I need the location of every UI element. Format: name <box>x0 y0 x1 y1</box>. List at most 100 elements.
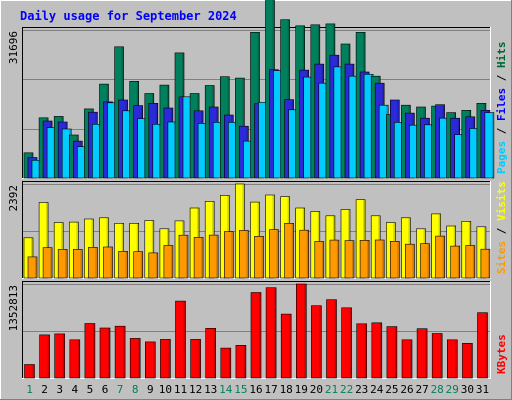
x-tick-label-day-28: 28 <box>431 383 444 396</box>
legend-label-hits: Hits <box>495 42 508 69</box>
bar-shade-sites-day-22 <box>352 240 354 278</box>
bar-kbytes-day-25 <box>386 326 398 379</box>
bar-kbytes-day-18 <box>280 313 292 379</box>
bar-sites-day-5 <box>88 247 98 279</box>
bar-shade-kbytes-day-28 <box>440 333 443 378</box>
bar-shade-sites-day-23 <box>367 240 370 278</box>
bar-shade-sites-day-8 <box>140 251 143 278</box>
bar-shade-kbytes-day-24 <box>379 322 382 378</box>
x-tick-label-day-29: 29 <box>446 383 459 396</box>
bar-shade-visits-day-2 <box>46 202 49 278</box>
bar-kbytes-day-19 <box>295 283 307 379</box>
bar-kbytes-day-4 <box>69 339 81 379</box>
bar-sites-day-14 <box>224 231 234 279</box>
bar-shade-sites-day-25 <box>397 241 400 278</box>
bar-shade-kbytes-day-21 <box>334 299 337 378</box>
bar-sites-day-24 <box>374 239 385 279</box>
x-tick-label-day-26: 26 <box>400 383 413 396</box>
panel-kbytes-ytick-label: 1352813 <box>7 285 20 331</box>
bar-shade-kbytes-day-16 <box>259 292 261 378</box>
bar-sites-day-30 <box>465 245 476 279</box>
bar-shade-sites-day-31 <box>487 249 490 278</box>
bar-shade-sites-day-26 <box>412 244 415 278</box>
x-tick-label-day-13: 13 <box>204 383 217 396</box>
panel-kbytes-legend: KBytes <box>495 334 508 374</box>
bar-sites-day-3 <box>57 249 68 279</box>
bar-shade-sites-day-16 <box>261 236 264 278</box>
bar-shade-kbytes-day-11 <box>183 301 186 378</box>
x-tick-label-day-21: 21 <box>325 383 338 396</box>
bar-kbytes-day-12 <box>190 339 201 379</box>
panel-kbytes: 1352813 KBytes <box>7 281 508 379</box>
bar-kbytes-day-5 <box>84 323 96 379</box>
bar-shade-kbytes-day-18 <box>289 314 292 378</box>
bar-shade-sites-day-27 <box>427 243 430 278</box>
bar-kbytes-day-27 <box>416 328 428 379</box>
bar-shade-kbytes-day-6 <box>108 328 110 378</box>
bar-shade-visits-day-9 <box>151 220 154 278</box>
panel-hits-legend: Pages / Files / Hits <box>495 42 508 175</box>
bar-shade-sites-day-20 <box>321 241 324 278</box>
bar-shade-kbytes-day-22 <box>349 307 352 378</box>
x-tick-label-day-10: 10 <box>159 383 172 396</box>
x-tick-label-day-23: 23 <box>355 383 368 396</box>
bar-kbytes-day-28 <box>431 333 443 379</box>
bar-shade-kbytes-day-20 <box>319 305 322 378</box>
bar-pages-day-31 <box>484 112 495 179</box>
x-tick-label-day-16: 16 <box>249 383 262 396</box>
bar-shade-kbytes-day-29 <box>455 339 458 378</box>
bar-shade-sites-day-30 <box>472 245 475 278</box>
bar-sites-day-13 <box>208 234 219 279</box>
bar-shade-sites-day-7 <box>125 251 128 278</box>
bar-sites-day-7 <box>118 251 128 279</box>
legend-label-kbytes: KBytes <box>495 334 508 374</box>
bar-sites-day-29 <box>450 245 461 279</box>
bar-sites-day-20 <box>314 241 325 279</box>
x-tick-label-day-4: 4 <box>71 383 78 396</box>
x-tick-label-day-15: 15 <box>234 383 247 396</box>
bar-sites-day-28 <box>435 235 445 279</box>
bar-sites-day-19 <box>299 229 310 279</box>
bar-shade-kbytes-day-7 <box>123 326 126 378</box>
bar-kbytes-day-22 <box>341 307 352 379</box>
bar-sites-day-11 <box>178 234 189 279</box>
legend-label-files: Files <box>495 88 508 121</box>
bar-shade-sites-day-10 <box>170 245 173 278</box>
x-tick-label-day-25: 25 <box>385 383 398 396</box>
x-tick-label-day-17: 17 <box>264 383 277 396</box>
x-tick-label-day-31: 31 <box>476 383 489 396</box>
bar-shade-sites-day-4 <box>80 249 83 278</box>
bar-sites-day-2 <box>42 247 53 279</box>
x-tick-label-day-12: 12 <box>189 383 202 396</box>
panel-hits: 31696 Pages / Files / Hits <box>7 0 508 179</box>
bar-shade-kbytes-day-15 <box>243 345 246 378</box>
bar-shade-sites-day-29 <box>457 246 460 278</box>
bar-shade-sites-day-13 <box>216 235 219 278</box>
bar-shade-kbytes-day-23 <box>364 323 367 378</box>
bar-shade-kbytes-day-27 <box>425 328 428 378</box>
x-tick-label-day-30: 30 <box>461 383 474 396</box>
chart-title: Daily usage for September 2024 <box>20 9 237 23</box>
legend-separator: / <box>495 121 508 141</box>
x-tick-label-day-19: 19 <box>295 383 308 396</box>
bar-shade-kbytes-day-2 <box>47 334 50 378</box>
bar-shade-hits-day-18 <box>287 19 290 179</box>
bar-shade-visits-day-23 <box>363 199 366 278</box>
bar-shade-sites-day-18 <box>291 223 294 278</box>
bar-kbytes-day-7 <box>114 325 126 379</box>
bar-shade-sites-day-5 <box>95 247 98 278</box>
bar-kbytes-day-3 <box>54 333 66 379</box>
bar-kbytes-day-31 <box>477 312 488 379</box>
x-tick-label-day-9: 9 <box>147 383 154 396</box>
bar-kbytes-day-13 <box>205 327 216 379</box>
bar-sites-day-10 <box>163 245 174 279</box>
panel-visits-legend: Sites / Visits <box>495 181 508 274</box>
bar-kbytes-day-9 <box>145 341 156 379</box>
bar-shade-kbytes-day-13 <box>213 328 216 378</box>
bar-shade-kbytes-day-10 <box>168 339 171 378</box>
x-tick-label-day-24: 24 <box>370 383 384 396</box>
bar-sites-day-6 <box>103 246 113 279</box>
bar-sites-day-21 <box>329 239 340 279</box>
panel-visits-ytick-label: 2392 <box>7 185 20 212</box>
